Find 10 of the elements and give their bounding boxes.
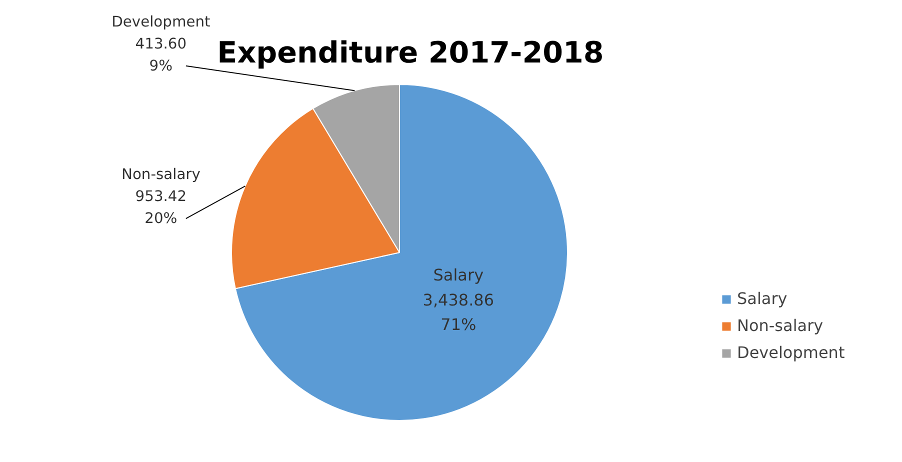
data-label: 953.42 20%: [135, 188, 187, 228]
text: Expenditure 2017-2018: [217, 36, 604, 70]
slice-label: Development: [112, 13, 211, 30]
data-label: 3,438.86 71%: [422, 290, 494, 334]
data-label: 413.60 9%: [135, 35, 187, 74]
slice-label: Salary: [433, 266, 484, 285]
legend-label: Development: [737, 343, 845, 362]
legend-label: Non-salary: [737, 316, 824, 335]
slice-label: Non-salary: [122, 166, 201, 183]
legend-label: Salary: [737, 289, 788, 308]
